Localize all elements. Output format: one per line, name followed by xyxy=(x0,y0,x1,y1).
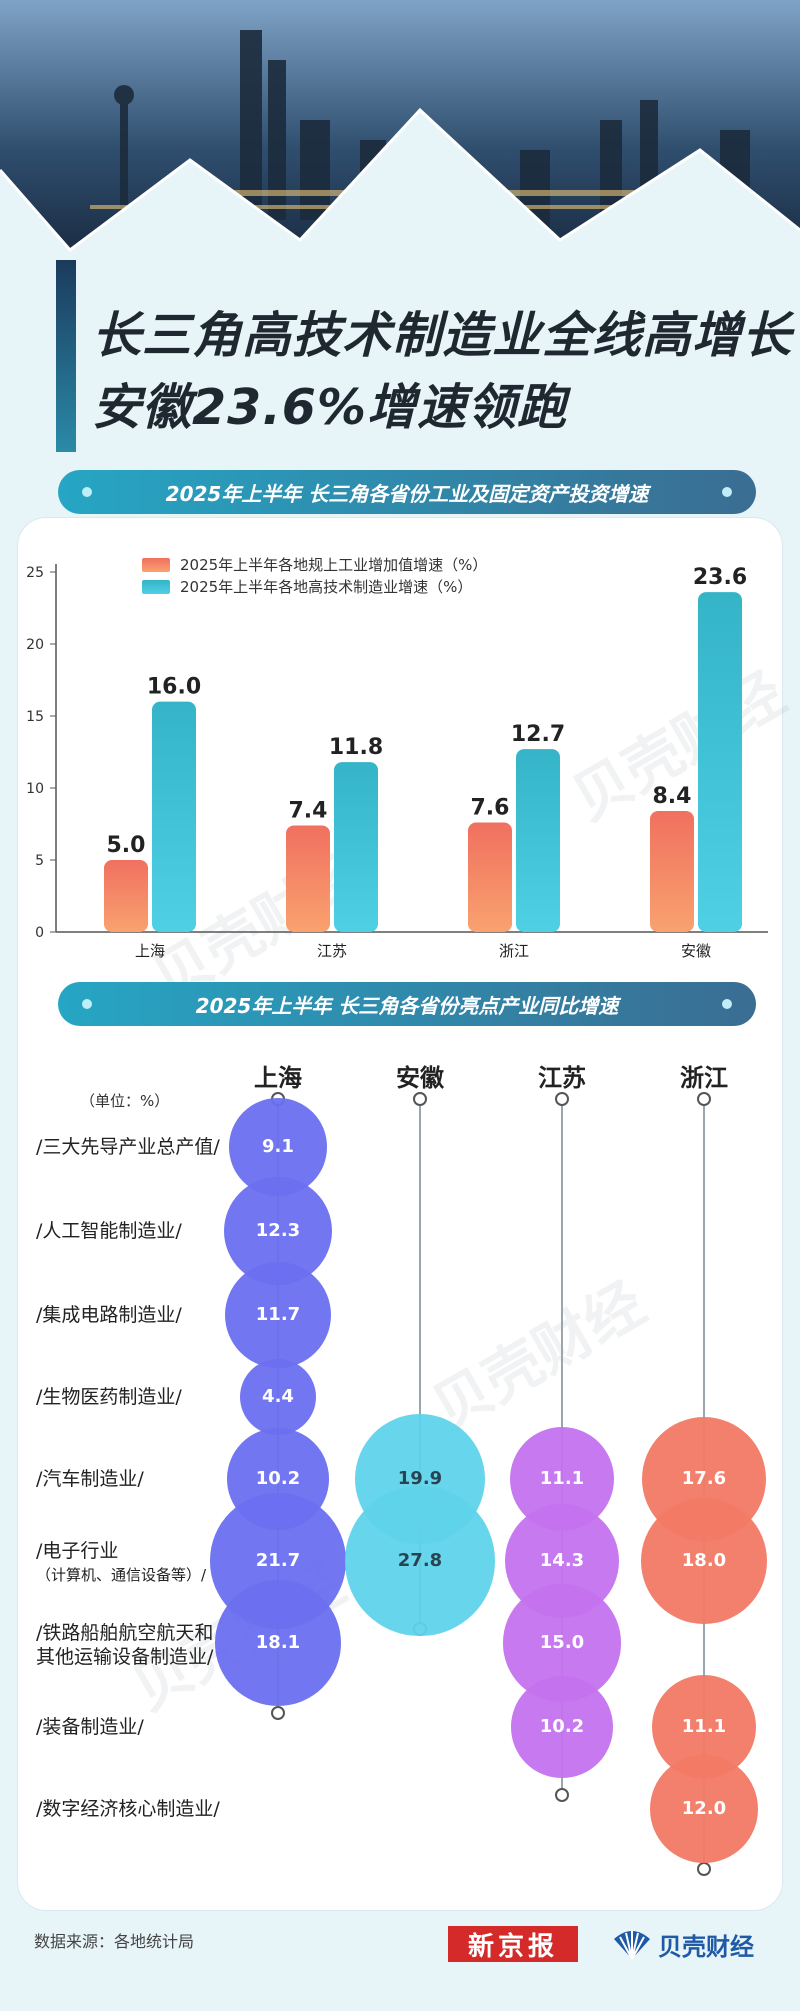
column-start-marker xyxy=(697,1092,711,1106)
shell-icon xyxy=(614,1931,650,1960)
row-label-sub: （计算机、通信设备等）/ xyxy=(36,1566,207,1584)
row-label-6: /电子行业 （计算机、通信设备等）/ xyxy=(36,1539,206,1587)
bar-value-label: 8.4 xyxy=(653,784,692,809)
bar-chart: 0 5 10 15 20 25 2025年上半年各地规上工业增加值增速（%） 2025年上半年… xyxy=(26,556,768,960)
pill-dot-left xyxy=(82,999,92,1009)
y-tick-label: 15 xyxy=(26,709,44,725)
row-label-3: /集成电路制造业/ xyxy=(36,1303,182,1327)
beike-caijing-logo-text: 贝壳财经 xyxy=(658,1932,754,1961)
bar-hightech-1 xyxy=(152,701,196,932)
title-line-2: 安徽23.6%增速领跑 xyxy=(92,379,567,436)
column-start-marker xyxy=(413,1092,427,1106)
x-tick-label: 浙江 xyxy=(499,942,529,960)
row-label-main: /生物医药制造业/ xyxy=(36,1386,182,1408)
row-label-main: /数字经济核心制造业/ xyxy=(36,1798,220,1820)
section-title-1: 2025年上半年 长三角各省份工业及固定资产投资增速 xyxy=(165,481,649,506)
bar-value-label: 16.0 xyxy=(147,675,201,700)
bubble-4-9: 12.0 xyxy=(650,1755,758,1863)
row-label-9: /数字经济核心制造业/ xyxy=(36,1797,220,1821)
bar-hightech-4 xyxy=(698,592,742,932)
region-header-1: 上海 xyxy=(254,1064,302,1092)
bubble-1-4: 4.4 xyxy=(239,1358,317,1436)
y-tick-label: 5 xyxy=(35,853,44,869)
row-label-7: /铁路船舶航空航天和 其他运输设备制造业/ xyxy=(36,1621,213,1669)
bar-value-label: 12.7 xyxy=(511,722,565,747)
pill-dot-right xyxy=(722,999,732,1009)
bubble-3-7: 15.0 xyxy=(503,1584,621,1702)
row-label-main: /集成电路制造业/ xyxy=(36,1304,182,1326)
bar-hightech-2 xyxy=(334,762,378,932)
row-label-sub: 其他运输设备制造业/ xyxy=(36,1646,214,1668)
row-label-main: /铁路船舶航空航天和 xyxy=(36,1622,214,1644)
column-line xyxy=(419,1099,421,1629)
bar-value-label: 7.6 xyxy=(471,796,510,821)
bar-industrial-2 xyxy=(286,825,330,932)
pill-dot-right xyxy=(722,487,732,497)
city-skyline-graphic xyxy=(0,0,800,260)
region-header-2: 安徽 xyxy=(396,1064,444,1092)
legend-label-2: 2025年上半年各地高技术制造业增速（%） xyxy=(180,578,472,596)
row-label-main: /三大先导产业总产值/ xyxy=(36,1136,220,1158)
content-card xyxy=(18,518,782,1910)
section-title-2: 2025年上半年 长三角各省份亮点产业同比增速 xyxy=(195,993,619,1018)
legend-swatch-1 xyxy=(142,558,170,572)
bar-value-label: 7.4 xyxy=(289,798,328,823)
column-end-marker xyxy=(555,1788,569,1802)
hero-banner xyxy=(0,0,800,260)
row-label-5: /汽车制造业/ xyxy=(36,1467,144,1491)
row-label-main: /装备制造业/ xyxy=(36,1716,144,1738)
xinjingbao-logo: 新京报 xyxy=(448,1926,578,1962)
bubble-4-6: 18.0 xyxy=(641,1498,767,1624)
bubble-1-7: 18.1 xyxy=(215,1580,341,1706)
row-label-2: /人工智能制造业/ xyxy=(36,1219,182,1243)
bar-industrial-1 xyxy=(104,860,148,932)
row-label-1: /三大先导产业总产值/ xyxy=(36,1135,220,1159)
title-block: 长三角高技术制造业全线高增长 安徽23.6%增速领跑 xyxy=(56,258,791,454)
bar-industrial-3 xyxy=(468,822,512,932)
column-start-marker xyxy=(555,1092,569,1106)
row-label-main: /汽车制造业/ xyxy=(36,1468,144,1490)
y-tick-label: 0 xyxy=(35,925,44,941)
beike-caijing-logo: 贝壳财经 xyxy=(612,1924,754,1964)
region-header-3: 江苏 xyxy=(538,1064,586,1092)
y-tick-label: 25 xyxy=(26,565,44,581)
row-label-4: /生物医药制造业/ xyxy=(36,1385,182,1409)
title-line-1: 长三角高技术制造业全线高增长 xyxy=(92,307,793,364)
bubble-1-3: 11.7 xyxy=(224,1261,332,1369)
y-tick-label: 10 xyxy=(26,781,44,797)
legend-swatch-2 xyxy=(142,580,170,594)
x-tick-label: 上海 xyxy=(135,942,165,960)
bar-industrial-4 xyxy=(650,811,694,932)
row-label-8: /装备制造业/ xyxy=(36,1715,144,1739)
bar-value-label: 23.6 xyxy=(693,565,747,590)
data-source: 数据来源：各地统计局 xyxy=(34,1932,195,1951)
section-header-industries: 2025年上半年 长三角各省份亮点产业同比增速 xyxy=(58,982,756,1026)
column-end-marker xyxy=(271,1706,285,1720)
title-accent-bar xyxy=(56,260,76,452)
unit-label: （单位：%） xyxy=(80,1092,170,1110)
x-tick-label: 江苏 xyxy=(317,942,347,960)
row-label-main: /电子行业 xyxy=(36,1540,119,1562)
x-tick-label: 安徽 xyxy=(681,942,711,960)
bar-hightech-3 xyxy=(516,749,560,932)
bar-value-label: 5.0 xyxy=(107,833,146,858)
bubble-2-6: 27.8 xyxy=(345,1486,495,1636)
section-header-investment: 2025年上半年 长三角各省份工业及固定资产投资增速 xyxy=(58,470,756,514)
pill-dot-left xyxy=(82,487,92,497)
bubble-3-8: 10.2 xyxy=(511,1676,613,1778)
row-label-main: /人工智能制造业/ xyxy=(36,1220,182,1242)
region-header-4: 浙江 xyxy=(680,1064,728,1092)
y-tick-label: 20 xyxy=(26,637,44,653)
legend-label-1: 2025年上半年各地规上工业增加值增速（%） xyxy=(180,556,487,574)
bar-value-label: 11.8 xyxy=(329,735,383,760)
column-end-marker xyxy=(697,1862,711,1876)
